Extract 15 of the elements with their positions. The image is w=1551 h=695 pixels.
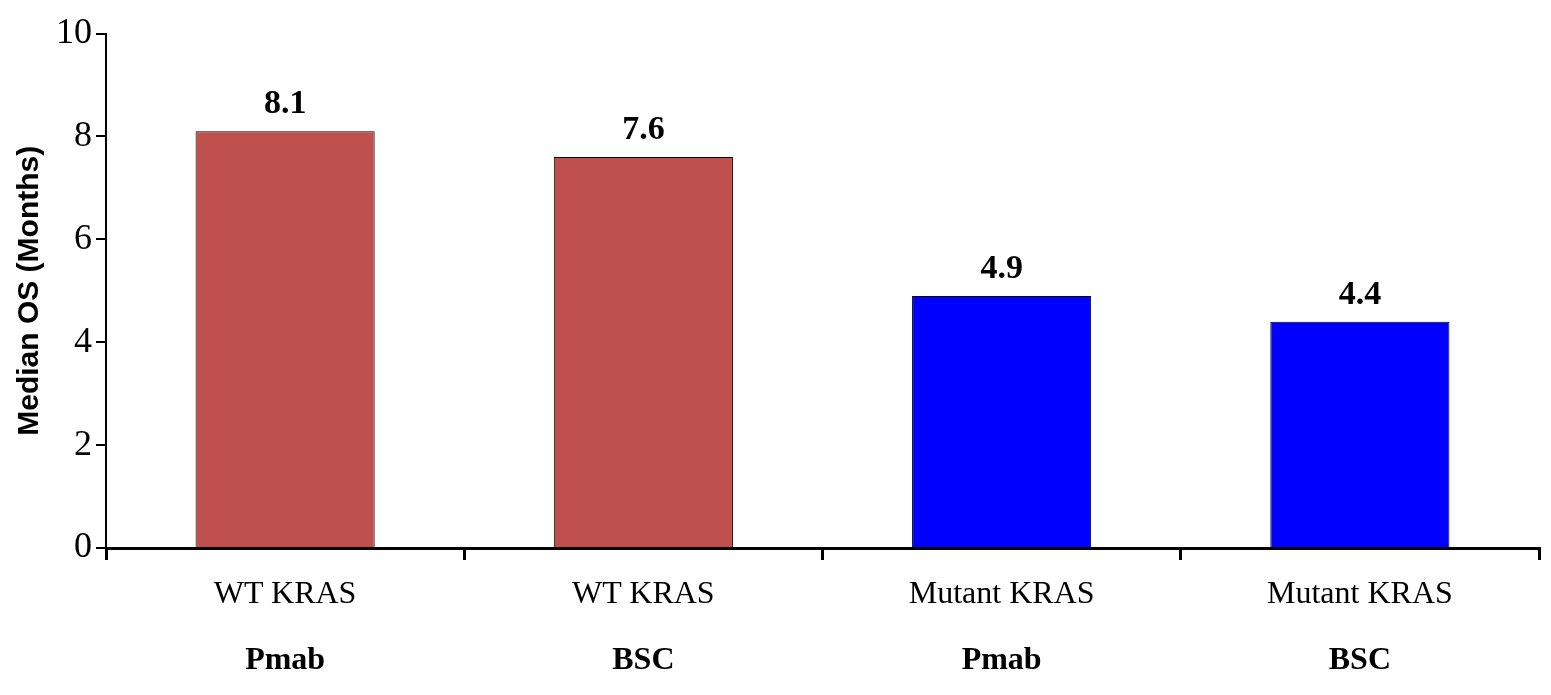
y-tick-label: 10 — [56, 11, 92, 52]
data-label: 4.9 — [980, 247, 1023, 285]
x-tick-label: Mutant KRAS Pmab — [908, 574, 1095, 676]
y-tick-label: 8 — [74, 113, 92, 154]
y-tick-label: 0 — [74, 525, 92, 566]
data-label: 7.6 — [622, 109, 665, 147]
y-axis-title: Median OS (Months) — [11, 145, 45, 436]
data-label: 8.1 — [263, 83, 307, 121]
x-tick-label: Mutant KRAS BSC — [1266, 574, 1453, 676]
x-tick-label: WT KRAS BSC — [572, 574, 715, 676]
y-tick-label: 6 — [74, 216, 92, 257]
y-tick-label: 2 — [74, 422, 92, 463]
x-tick-label: WT KRAS Pmab — [213, 574, 357, 676]
data-label: 4.4 — [1338, 273, 1382, 311]
y-tick-label: 4 — [74, 319, 92, 360]
